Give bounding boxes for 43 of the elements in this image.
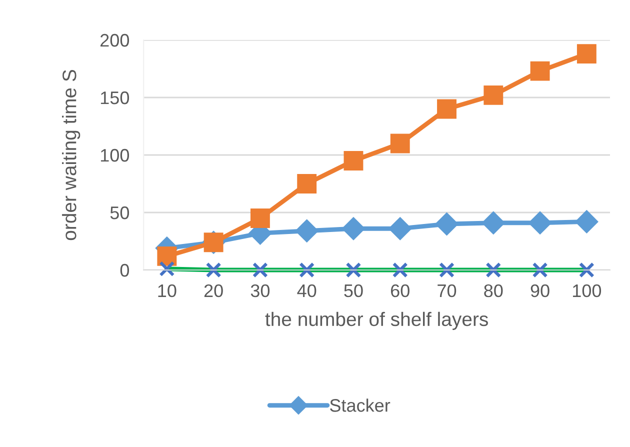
x-tick-label: 90 xyxy=(530,284,550,298)
y-tick-label: 200 xyxy=(100,34,130,47)
y-axis-title: order waiting time S xyxy=(62,70,80,240)
point xyxy=(342,216,366,240)
y-tick-label: 0 xyxy=(120,264,130,277)
point xyxy=(574,210,598,234)
x-tick-label: 40 xyxy=(297,284,316,298)
x-tick-label: 20 xyxy=(204,284,223,298)
point xyxy=(252,262,268,278)
x-tick-label: 50 xyxy=(344,284,363,298)
y-tick-label: 150 xyxy=(100,91,130,104)
y-tick-label: 50 xyxy=(110,206,130,220)
x-tick-label: 30 xyxy=(250,284,270,298)
point xyxy=(392,262,408,278)
point xyxy=(297,174,317,194)
x-tick-label: 80 xyxy=(484,284,503,298)
point xyxy=(344,151,364,170)
point xyxy=(532,262,548,278)
x-tick-label: 100 xyxy=(572,284,602,298)
point xyxy=(482,211,506,235)
legend-label: Stacker xyxy=(330,398,390,412)
point xyxy=(388,216,412,240)
x-tick-label: 70 xyxy=(438,284,456,298)
point xyxy=(250,208,270,228)
point xyxy=(484,85,504,105)
point xyxy=(299,262,315,278)
point xyxy=(528,211,552,235)
point xyxy=(159,261,175,277)
point xyxy=(486,262,502,278)
x-tick-label: 60 xyxy=(390,284,410,298)
x-axis-title: the number of shelf layers xyxy=(265,312,488,330)
point xyxy=(157,246,177,266)
point xyxy=(438,262,455,278)
point xyxy=(295,219,319,243)
y-tick-label: 100 xyxy=(100,148,130,162)
point xyxy=(437,99,456,119)
point xyxy=(530,61,550,81)
point xyxy=(390,134,410,154)
x-tick-label: 10 xyxy=(158,284,176,298)
point xyxy=(346,262,362,278)
point xyxy=(578,262,594,278)
point xyxy=(576,44,596,64)
point xyxy=(206,262,222,278)
